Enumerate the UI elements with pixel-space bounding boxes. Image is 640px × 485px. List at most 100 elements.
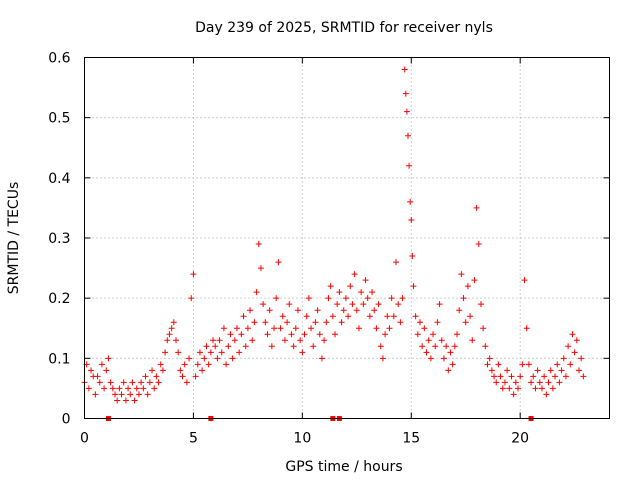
data-point	[549, 385, 556, 392]
data-point	[288, 331, 295, 338]
data-point	[223, 361, 230, 368]
data-point	[142, 373, 149, 380]
data-point	[297, 337, 304, 344]
data-point	[484, 361, 491, 368]
data-point	[495, 361, 502, 368]
data-point	[528, 379, 535, 386]
data-point	[414, 331, 421, 338]
data-point	[456, 307, 463, 314]
data-point	[436, 301, 443, 308]
data-point	[164, 337, 171, 344]
data-point	[499, 385, 506, 392]
data-point	[101, 385, 108, 392]
data-point	[388, 295, 395, 302]
data-point	[402, 90, 409, 97]
data-point	[332, 331, 339, 338]
data-point	[449, 361, 456, 368]
data-point	[260, 301, 267, 308]
grid-lines	[84, 57, 610, 419]
data-point	[532, 385, 539, 392]
data-points	[81, 66, 587, 404]
data-point	[525, 361, 532, 368]
y-tick-label: 0	[62, 412, 71, 428]
data-point	[92, 391, 99, 398]
data-point	[205, 361, 212, 368]
data-point	[467, 313, 474, 320]
data-point	[194, 361, 201, 368]
data-point	[159, 367, 166, 374]
data-point	[170, 319, 177, 326]
y-tick-label: 0.3	[48, 231, 70, 247]
data-point	[556, 379, 563, 386]
data-point	[210, 337, 217, 344]
data-point	[275, 259, 282, 266]
data-point	[336, 289, 343, 296]
data-point	[105, 355, 112, 362]
x-axis-title: GPS time / hours	[285, 459, 402, 475]
data-point	[290, 343, 297, 350]
data-point	[462, 319, 469, 326]
data-point	[96, 379, 103, 386]
data-point	[382, 331, 389, 338]
data-point	[301, 331, 308, 338]
data-point	[445, 367, 452, 374]
data-point	[410, 283, 417, 290]
y-tick-label: 0.5	[48, 111, 70, 127]
data-point	[506, 385, 513, 392]
data-point	[362, 277, 369, 284]
data-point	[375, 301, 382, 308]
data-point	[262, 319, 269, 326]
data-point	[377, 343, 384, 350]
data-point	[517, 373, 524, 380]
data-point	[103, 367, 110, 374]
data-point	[458, 271, 465, 278]
data-point	[94, 373, 101, 380]
data-point	[284, 319, 291, 326]
data-point	[347, 283, 354, 290]
data-point	[321, 337, 328, 344]
data-point	[196, 349, 203, 356]
data-point	[299, 349, 306, 356]
data-point	[395, 301, 402, 308]
data-point	[244, 325, 251, 332]
data-point	[440, 355, 447, 362]
data-point	[144, 391, 151, 398]
y-tick-label: 0.4	[48, 171, 70, 187]
data-point	[425, 337, 432, 344]
data-point	[399, 295, 406, 302]
data-point	[177, 367, 184, 374]
data-point	[366, 313, 373, 320]
data-point	[538, 385, 545, 392]
data-point	[138, 379, 145, 386]
data-point	[238, 331, 245, 338]
x-tick-label: 15	[402, 431, 420, 447]
data-point	[85, 385, 92, 392]
data-point	[338, 319, 345, 326]
data-point	[312, 319, 319, 326]
data-point	[240, 313, 247, 320]
data-point	[233, 325, 240, 332]
data-point	[327, 283, 334, 290]
data-point	[271, 325, 278, 332]
data-point	[286, 301, 293, 308]
data-point	[236, 349, 243, 356]
data-point	[133, 385, 140, 392]
data-point	[567, 361, 574, 368]
y-tick-label: 0.2	[48, 291, 70, 307]
data-point	[277, 325, 284, 332]
data-point	[432, 343, 439, 350]
data-point	[166, 331, 173, 338]
data-point	[390, 313, 397, 320]
data-point	[349, 301, 356, 308]
data-point	[120, 379, 127, 386]
data-point	[386, 325, 393, 332]
data-point	[212, 343, 219, 350]
data-point	[316, 331, 323, 338]
data-point	[430, 331, 437, 338]
data-point	[407, 198, 414, 205]
data-point	[351, 271, 358, 278]
data-point	[403, 108, 410, 115]
data-point	[249, 337, 256, 344]
data-point	[98, 361, 105, 368]
data-point	[510, 391, 517, 398]
